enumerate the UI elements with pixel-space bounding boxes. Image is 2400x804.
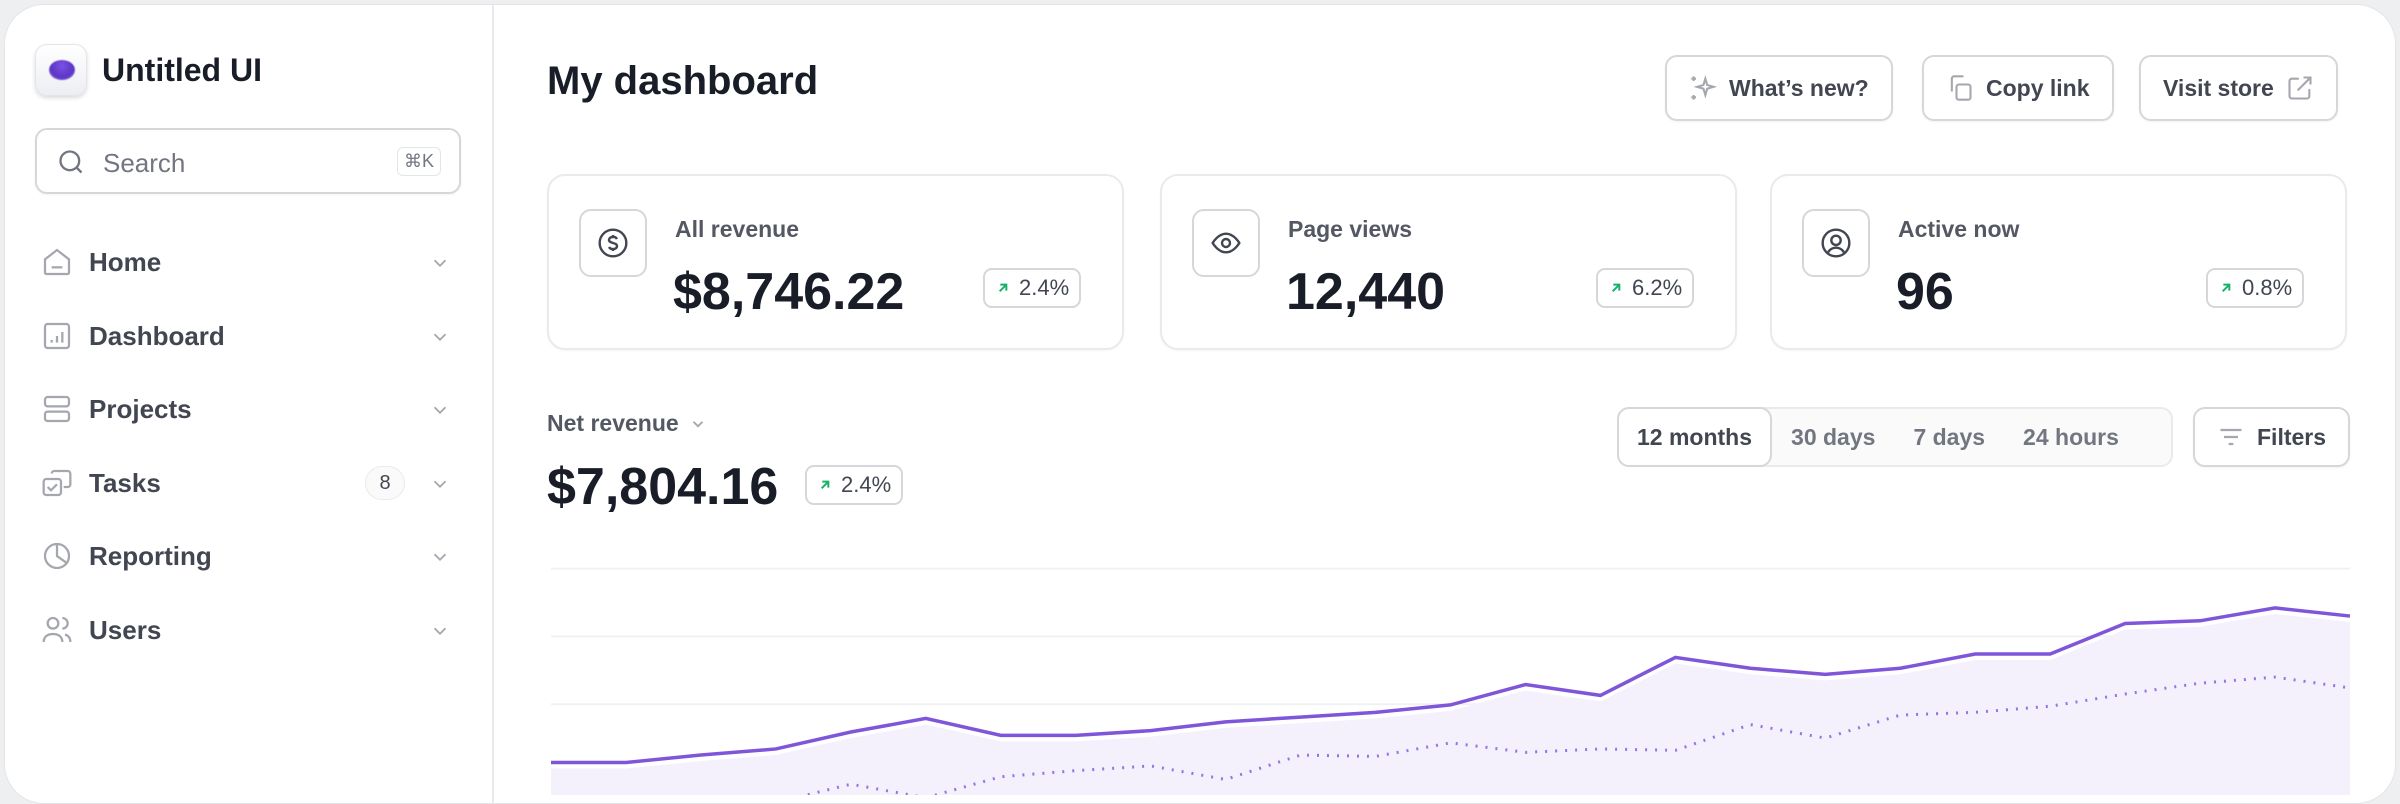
sidebar-item-home[interactable]: Home xyxy=(41,232,461,292)
app-window: Untitled UI Search ⌘K Home Dashboard Pro… xyxy=(4,4,2396,804)
net-revenue-label: Net revenue xyxy=(547,410,679,436)
stat-change-badge: 6.2% xyxy=(1596,268,1695,308)
series-area xyxy=(551,613,2350,795)
stat-label: Page views xyxy=(1288,216,1413,242)
net-revenue-chart xyxy=(551,567,2351,795)
stat-value: 12,440 xyxy=(1286,263,1446,321)
search-shortcut: ⌘K xyxy=(396,147,441,176)
sidebar-item-reporting[interactable]: Reporting xyxy=(41,526,461,586)
stat-icon-box xyxy=(579,209,647,277)
stat-change-badge: 2.4% xyxy=(983,268,1082,308)
sidebar-item-users[interactable]: Users xyxy=(41,600,461,660)
net-revenue-change-badge: 2.4% xyxy=(805,465,904,505)
sidebar-item-label: Tasks xyxy=(89,467,161,498)
main-content: My dashboard What’s new? Copy link Visit… xyxy=(547,5,2395,803)
chevron-down-icon[interactable] xyxy=(429,620,451,642)
sidebar-item-label: Reporting xyxy=(89,541,212,571)
search-input[interactable]: Search ⌘K xyxy=(35,128,461,194)
whats-new-button[interactable]: What’s new? xyxy=(1665,55,1893,121)
sidebar-item-tasks[interactable]: Tasks 8 xyxy=(41,453,461,513)
net-revenue-dropdown[interactable]: Net revenue xyxy=(547,410,707,437)
brand-name: Untitled UI xyxy=(102,52,262,88)
chevron-down-icon[interactable] xyxy=(429,473,451,495)
range-tab-7-days[interactable]: 7 days xyxy=(1913,423,1986,450)
range-tab-12-months[interactable]: 12 months xyxy=(1617,407,1773,467)
stat-card-active-now: Active now 96 0.8% xyxy=(1770,174,2347,350)
net-revenue-value: $7,804.16 xyxy=(547,458,779,516)
stat-icon-box xyxy=(1192,209,1260,277)
visit-store-button[interactable]: Visit store xyxy=(2139,55,2338,121)
search-icon xyxy=(59,150,83,174)
chevron-down-icon[interactable] xyxy=(429,546,451,568)
logo xyxy=(35,44,87,96)
sidebar-item-label: Home xyxy=(89,247,162,277)
arrow-up-right-icon xyxy=(820,480,830,490)
user-circle-icon xyxy=(1821,228,1851,258)
visit-store-label: Visit store xyxy=(2163,74,2274,101)
sidebar-item-label: Dashboard xyxy=(89,320,225,351)
users-icon xyxy=(42,616,72,642)
filters-button[interactable]: Filters xyxy=(2193,407,2351,467)
sidebar-item-dashboard[interactable]: Dashboard xyxy=(41,306,461,366)
net-revenue-change: 2.4% xyxy=(841,472,892,497)
layers-icon xyxy=(43,395,71,423)
sidebar-item-label: Projects xyxy=(89,394,192,424)
copy-link-button[interactable]: Copy link xyxy=(1922,55,2114,121)
stat-card-all-revenue: All revenue $8,746.22 2.4% xyxy=(547,174,1124,350)
whats-new-label: What’s new? xyxy=(1729,74,1869,101)
stat-label: Active now xyxy=(1898,216,2020,242)
stat-value: 96 xyxy=(1896,263,1954,321)
stat-value: $8,746.22 xyxy=(673,263,905,321)
tasks-count-badge: 8 xyxy=(365,465,405,500)
range-segmented-control: 12 months 30 days 7 days 24 hours xyxy=(1617,407,2173,467)
filters-label: Filters xyxy=(2257,423,2327,450)
sidebar-item-label: Users xyxy=(89,614,162,645)
home-icon xyxy=(43,248,71,276)
search-placeholder: Search xyxy=(103,148,186,178)
filter-lines-icon xyxy=(2220,428,2242,446)
chevron-down-icon[interactable] xyxy=(429,252,451,274)
currency-dollar-icon xyxy=(598,228,628,258)
external-link-icon xyxy=(2288,76,2312,100)
chevron-down-icon[interactable] xyxy=(429,399,451,421)
stat-change: 6.2% xyxy=(1632,275,1683,300)
range-tab-30-days[interactable]: 30 days xyxy=(1791,423,1876,450)
copy-icon xyxy=(1950,75,1972,101)
stat-change-badge: 0.8% xyxy=(2206,268,2305,308)
sparkles-icon xyxy=(1691,74,1717,100)
sidebar-item-projects[interactable]: Projects xyxy=(41,379,461,439)
chevron-down-icon[interactable] xyxy=(429,326,451,348)
stat-icon-box xyxy=(1802,209,1870,277)
series-line-solid xyxy=(551,606,2351,765)
copy-link-label: Copy link xyxy=(1986,74,2090,101)
range-tab-24-hours[interactable]: 24 hours xyxy=(2023,423,2119,450)
pie-chart-icon xyxy=(43,542,71,570)
stat-change: 0.8% xyxy=(2242,275,2293,300)
page-title: My dashboard xyxy=(547,59,819,103)
arrow-up-right-icon xyxy=(1611,283,1621,293)
stat-change: 2.4% xyxy=(1019,275,1070,300)
stat-label: All revenue xyxy=(675,216,799,242)
stat-card-page-views: Page views 12,440 6.2% xyxy=(1160,174,1737,350)
eye-icon xyxy=(1211,232,1241,254)
bar-chart-icon xyxy=(43,322,71,349)
chevron-down-icon xyxy=(692,420,703,428)
arrow-up-right-icon xyxy=(2221,283,2231,293)
arrow-up-right-icon xyxy=(998,283,1008,293)
check-copy-icon xyxy=(42,469,72,496)
sidebar: Untitled UI Search ⌘K Home Dashboard Pro… xyxy=(5,5,494,803)
